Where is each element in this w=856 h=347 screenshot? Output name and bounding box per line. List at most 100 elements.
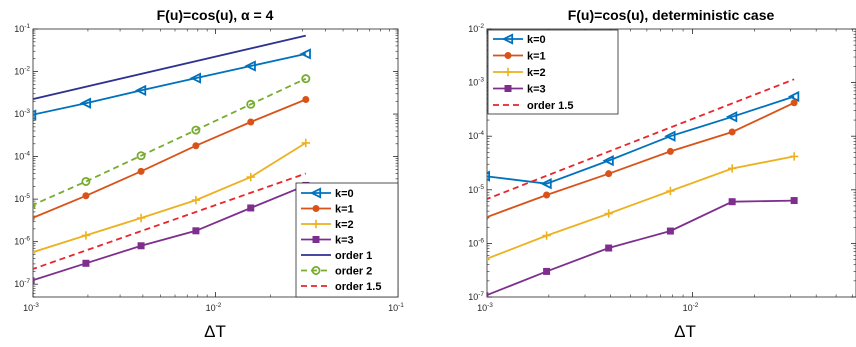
marker-circle: [302, 96, 310, 104]
marker-plus: [542, 231, 551, 240]
marker-circle: [487, 215, 489, 221]
series-k-2: [487, 152, 799, 261]
y-tick-label: 10-4: [468, 130, 484, 141]
x-tick-label: 10-2: [206, 302, 222, 313]
marker-plus: [487, 258, 490, 261]
series-layer: [487, 78, 800, 297]
series-line: [487, 95, 795, 185]
marker-square: [312, 236, 320, 243]
legend-label: k=0: [335, 188, 354, 200]
marker-circle: [312, 205, 320, 212]
series-order-1: [33, 34, 307, 101]
legend-entry: k=2: [493, 67, 546, 79]
series-line: [33, 77, 307, 206]
legend-entry: k=2: [301, 219, 354, 231]
marker-circle: [82, 192, 90, 200]
marker-triangle: [33, 109, 37, 121]
series-order-1-5: [33, 172, 307, 270]
marker-plus: [789, 152, 799, 161]
marker-circle: [666, 147, 674, 155]
legend-entry: order 1: [301, 250, 372, 262]
series-order-2: [33, 74, 311, 210]
legend: k=0 k=1 k=2 k=3 order 1.5: [487, 29, 619, 115]
marker-triangle: [309, 187, 322, 199]
marker-circle: [33, 215, 35, 222]
plot-area: [486, 28, 856, 298]
series-line: [33, 172, 307, 270]
x-tick-label: 10-3: [23, 302, 39, 313]
marker-open-circle: [136, 151, 146, 161]
legend-entry: order 2: [301, 266, 372, 278]
series-line: [487, 101, 795, 218]
legend-entry: k=1: [301, 204, 354, 216]
legend-entry: k=0: [493, 33, 546, 46]
legend-entry: order 1.5: [493, 100, 573, 112]
marker-circle: [192, 142, 200, 150]
marker-circle: [247, 118, 255, 126]
y-tick-label: 10-1: [14, 23, 30, 34]
series-k-2: [33, 138, 311, 254]
marker-plus: [727, 164, 737, 173]
chart-title: F(u)=cos(u), deterministic case: [568, 7, 775, 23]
series-line: [33, 142, 307, 254]
y-tick-label: 10-3: [14, 108, 30, 119]
chart-title: F(u)=cos(u), α = 4: [157, 7, 274, 23]
legend-label: k=0: [527, 34, 546, 46]
marker-triangle: [664, 130, 676, 142]
legend-label: order 1: [335, 250, 372, 262]
marker-square: [790, 197, 798, 205]
legend-entry: order 1.5: [301, 281, 381, 293]
marker-plus: [301, 138, 311, 148]
marker-plus: [311, 219, 321, 229]
marker-open-circle: [33, 201, 36, 210]
y-tick-label: 10-3: [468, 77, 484, 88]
marker-square: [192, 227, 200, 235]
series-k-0: [487, 90, 800, 190]
marker-triangle: [79, 97, 92, 109]
chart-2: 10-3 10-2 10-7 10-6 10-5 10-4 10-3 10-2 F(u)=cos…: [468, 7, 856, 341]
marker-square: [137, 242, 145, 250]
y-tick-label: 10-6: [468, 237, 484, 248]
series-order-1-5: [487, 78, 795, 200]
series-k-1: [487, 99, 798, 221]
y-tick-label: 10-7: [468, 291, 484, 302]
marker-triangle: [501, 33, 514, 45]
marker-open-circle: [81, 176, 91, 186]
series-line: [33, 34, 307, 101]
marker-plus: [33, 251, 36, 254]
y-tick-label: 10-2: [468, 23, 484, 34]
y-tick-label: 10-4: [14, 151, 30, 162]
x-tick-label: 10-3: [477, 302, 493, 313]
legend: k=0 k=1 k=2 k=3 order 1 order 2 order 1.5: [295, 182, 399, 298]
series-line: [487, 199, 795, 297]
marker-square: [605, 244, 613, 252]
marker-triangle: [299, 48, 311, 60]
legend-label: k=2: [527, 67, 546, 79]
marker-triangle: [487, 170, 491, 182]
marker-open-circle: [311, 265, 321, 275]
y-tick-label: 10-6: [14, 236, 30, 247]
legend-label: k=1: [527, 51, 546, 63]
marker-square: [247, 204, 255, 212]
marker-square: [504, 85, 512, 92]
marker-triangle: [602, 154, 614, 167]
marker-circle: [504, 52, 512, 59]
marker-plus: [136, 213, 146, 223]
y-tick-label: 10-5: [468, 184, 484, 195]
legend-label: k=2: [335, 219, 354, 231]
marker-circle: [728, 128, 736, 136]
legend-label: order 1.5: [335, 281, 381, 293]
legend-entry: k=1: [493, 51, 546, 63]
marker-open-circle: [191, 125, 201, 135]
y-tick-label: 10-7: [14, 278, 30, 289]
marker-plus: [604, 209, 613, 218]
series-line: [33, 98, 307, 219]
marker-circle: [605, 170, 613, 178]
legend-entry: k=3: [301, 235, 354, 247]
marker-plus: [666, 186, 675, 196]
series-line: [33, 184, 307, 282]
marker-plus: [246, 172, 255, 182]
marker-square: [82, 259, 90, 267]
marker-triangle: [540, 178, 552, 190]
